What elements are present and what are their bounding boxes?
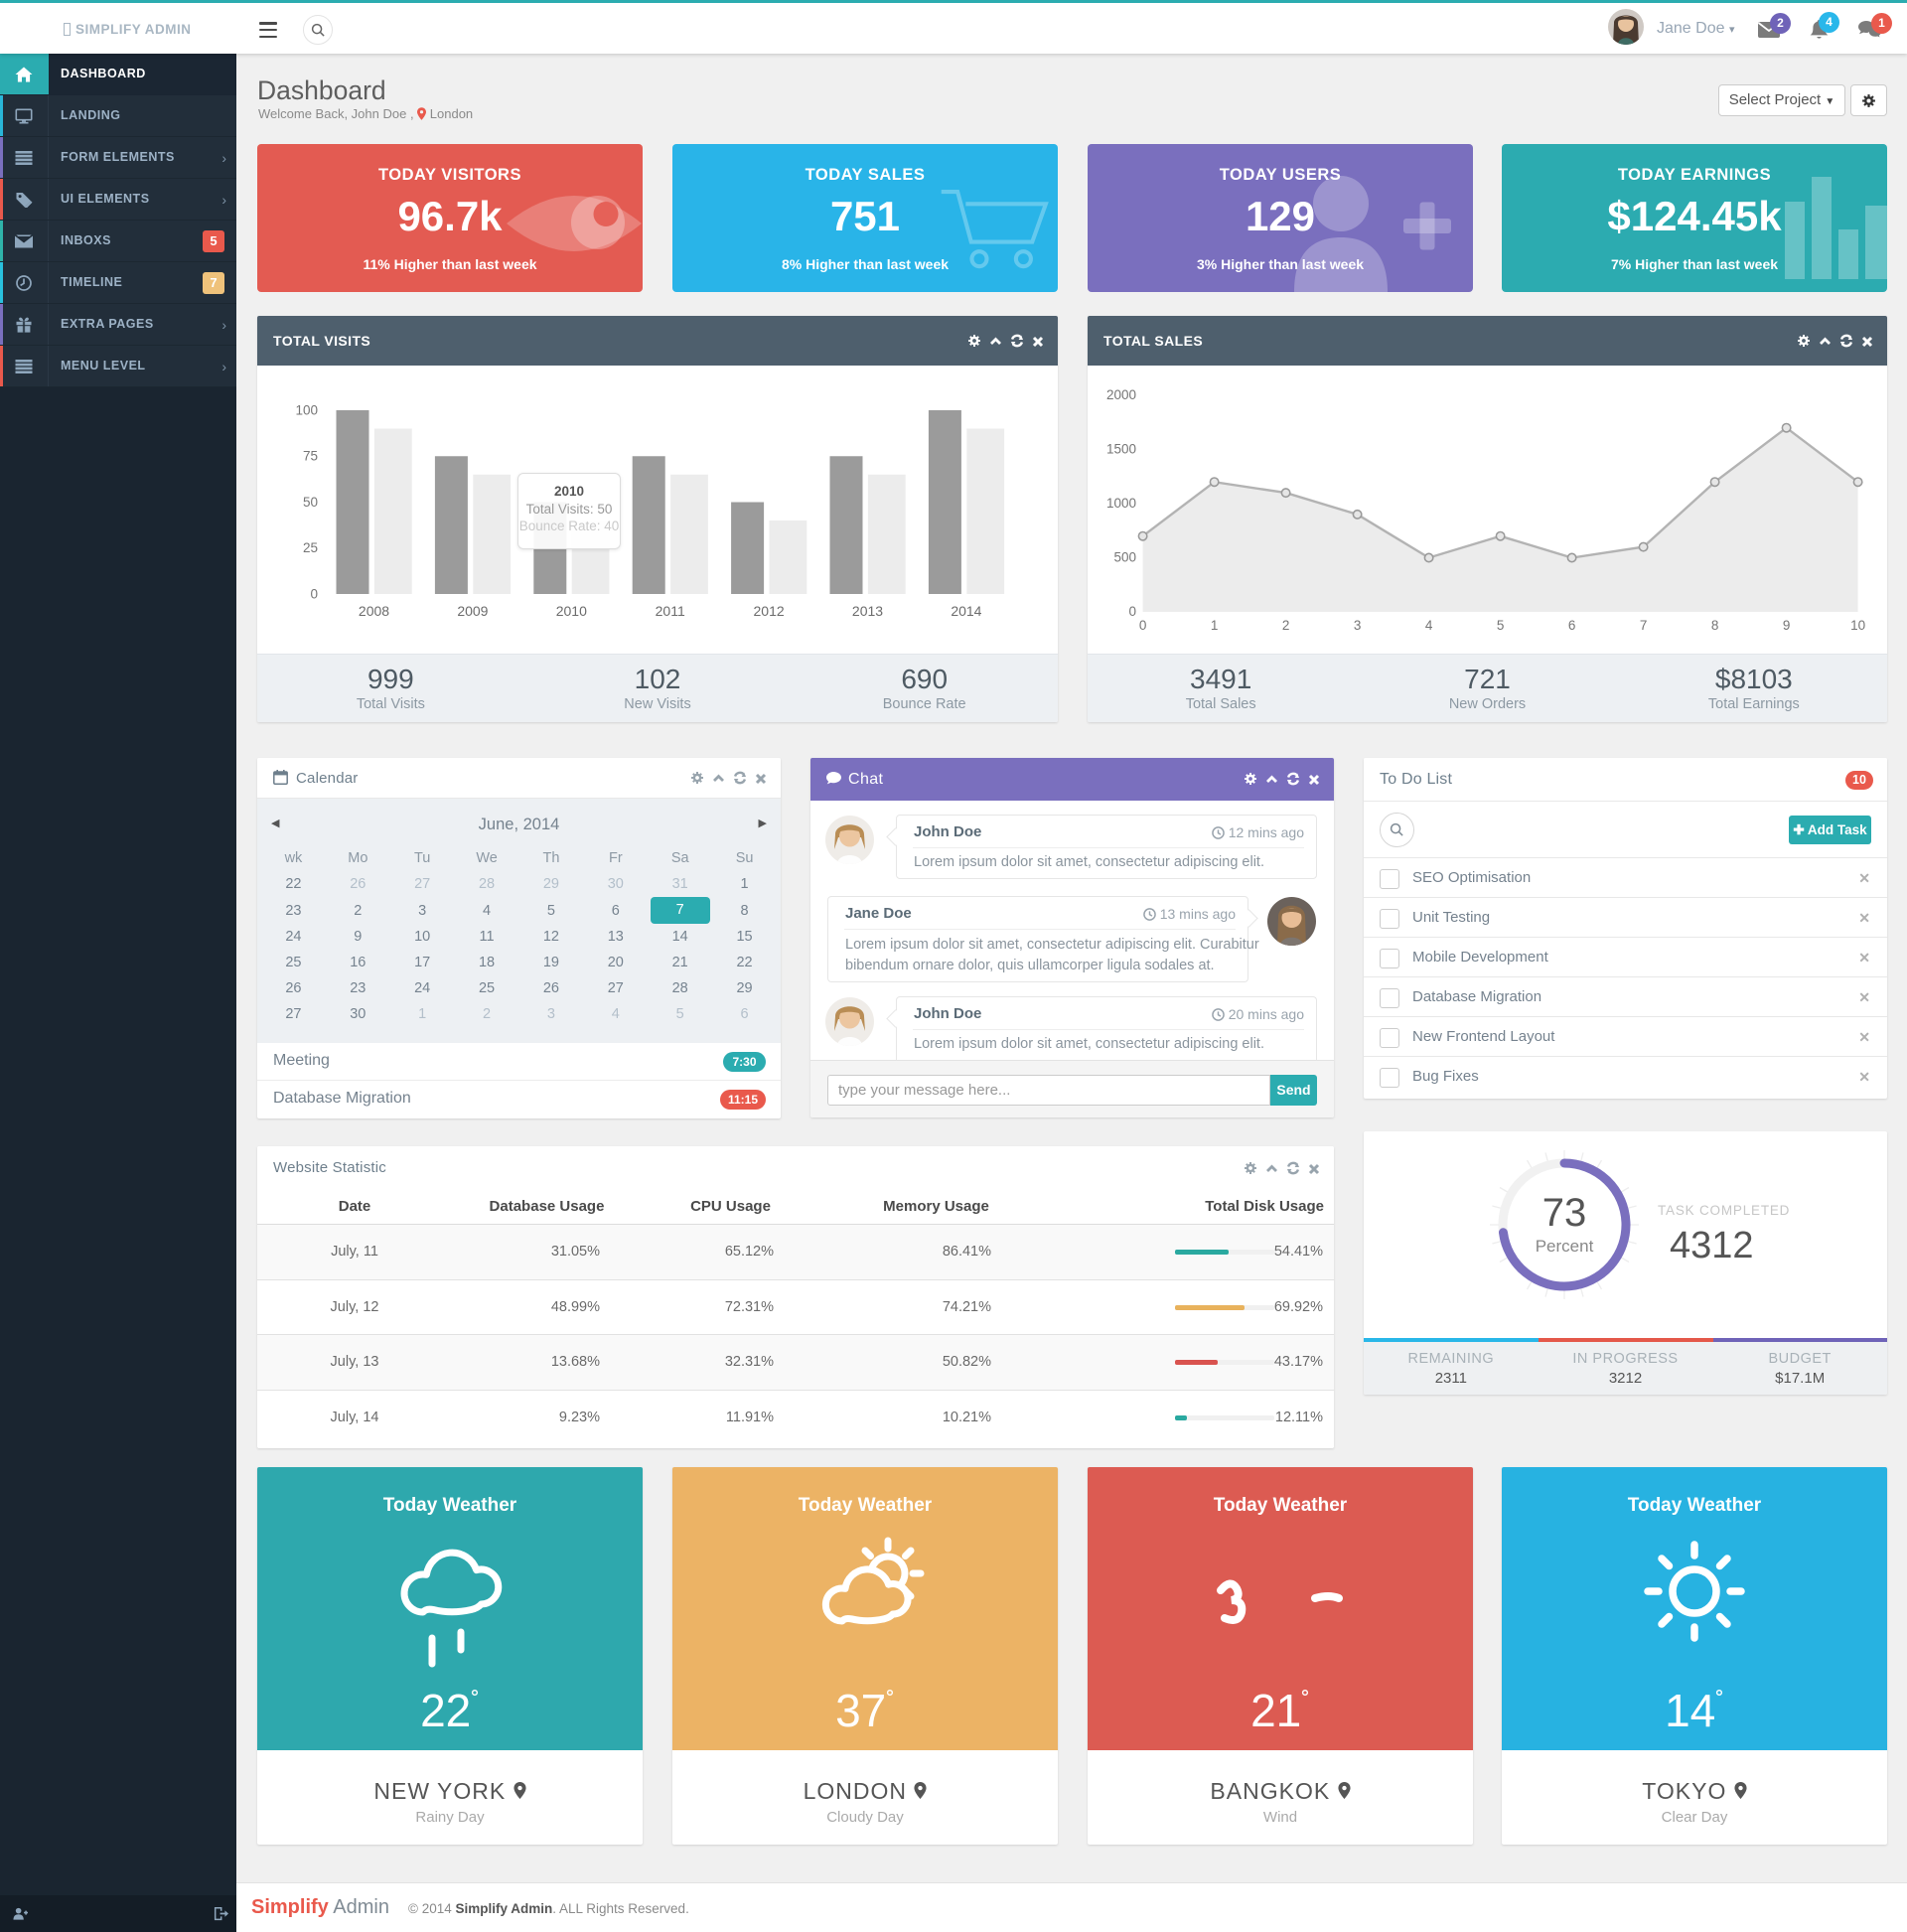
svg-text:50: 50 bbox=[303, 495, 318, 510]
svg-text:3: 3 bbox=[1354, 618, 1362, 633]
svg-text:500: 500 bbox=[1113, 550, 1136, 565]
svg-text:2012: 2012 bbox=[754, 603, 785, 619]
svg-text:5: 5 bbox=[1497, 618, 1505, 633]
svg-text:0: 0 bbox=[1128, 604, 1136, 619]
svg-text:1500: 1500 bbox=[1106, 442, 1136, 457]
svg-text:8: 8 bbox=[1711, 618, 1719, 633]
svg-text:1000: 1000 bbox=[1106, 496, 1136, 511]
svg-text:2010: 2010 bbox=[556, 603, 587, 619]
svg-text:1: 1 bbox=[1211, 618, 1219, 633]
svg-text:0: 0 bbox=[1139, 618, 1147, 633]
svg-text:2009: 2009 bbox=[457, 603, 488, 619]
svg-text:2: 2 bbox=[1282, 618, 1290, 633]
svg-text:75: 75 bbox=[303, 449, 318, 464]
svg-text:0: 0 bbox=[310, 587, 318, 602]
svg-text:73: 73 bbox=[1542, 1191, 1587, 1235]
svg-text:9: 9 bbox=[1783, 618, 1791, 633]
svg-text:6: 6 bbox=[1568, 618, 1576, 633]
svg-text:7: 7 bbox=[1640, 618, 1648, 633]
svg-text:Percent: Percent bbox=[1536, 1237, 1594, 1256]
svg-text:25: 25 bbox=[303, 540, 318, 555]
svg-text:10: 10 bbox=[1850, 618, 1865, 633]
svg-text:100: 100 bbox=[295, 403, 318, 418]
svg-text:2014: 2014 bbox=[951, 603, 981, 619]
svg-text:2008: 2008 bbox=[359, 603, 389, 619]
svg-text:2011: 2011 bbox=[656, 603, 685, 619]
svg-text:2013: 2013 bbox=[852, 603, 883, 619]
svg-text:4: 4 bbox=[1425, 618, 1433, 633]
svg-text:2000: 2000 bbox=[1106, 387, 1136, 402]
